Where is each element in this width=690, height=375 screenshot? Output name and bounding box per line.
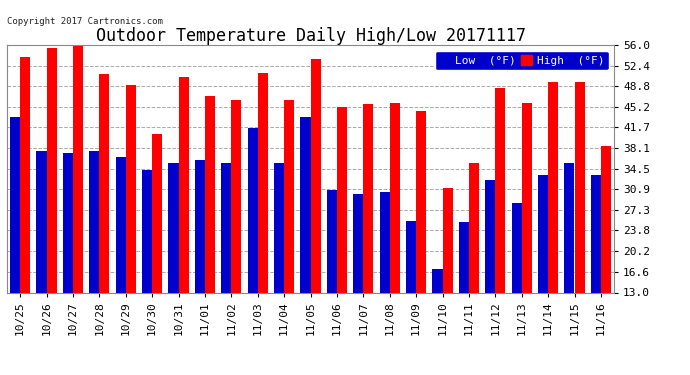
- Bar: [248, 129, 257, 292]
- Bar: [442, 188, 453, 292]
- Bar: [20, 57, 30, 292]
- Bar: [73, 46, 83, 292]
- Bar: [231, 100, 241, 292]
- Bar: [10, 117, 20, 292]
- Bar: [433, 270, 442, 292]
- Bar: [179, 76, 188, 292]
- Bar: [99, 74, 109, 292]
- Bar: [327, 190, 337, 292]
- Bar: [142, 171, 152, 292]
- Bar: [116, 157, 126, 292]
- Bar: [63, 153, 73, 292]
- Bar: [406, 220, 416, 292]
- Bar: [353, 194, 364, 292]
- Bar: [416, 111, 426, 292]
- Bar: [522, 102, 532, 292]
- Bar: [337, 106, 347, 292]
- Bar: [89, 152, 99, 292]
- Bar: [380, 192, 390, 292]
- Bar: [591, 174, 601, 292]
- Bar: [459, 222, 469, 292]
- Bar: [310, 59, 321, 292]
- Bar: [126, 85, 136, 292]
- Bar: [538, 174, 548, 292]
- Bar: [221, 163, 231, 292]
- Bar: [152, 134, 162, 292]
- Text: Copyright 2017 Cartronics.com: Copyright 2017 Cartronics.com: [7, 17, 163, 26]
- Bar: [390, 102, 400, 292]
- Bar: [469, 163, 479, 292]
- Bar: [364, 104, 373, 292]
- Bar: [512, 203, 522, 292]
- Bar: [564, 163, 575, 292]
- Bar: [274, 163, 284, 292]
- Bar: [548, 82, 558, 292]
- Bar: [37, 152, 46, 292]
- Bar: [205, 96, 215, 292]
- Bar: [601, 146, 611, 292]
- Title: Outdoor Temperature Daily High/Low 20171117: Outdoor Temperature Daily High/Low 20171…: [95, 27, 526, 45]
- Bar: [284, 100, 294, 292]
- Bar: [46, 48, 57, 292]
- Bar: [168, 163, 179, 292]
- Bar: [485, 180, 495, 292]
- Bar: [575, 82, 584, 292]
- Legend: Low  (°F), High  (°F): Low (°F), High (°F): [435, 51, 609, 70]
- Bar: [257, 73, 268, 292]
- Bar: [195, 160, 205, 292]
- Bar: [300, 117, 310, 292]
- Bar: [495, 88, 505, 292]
